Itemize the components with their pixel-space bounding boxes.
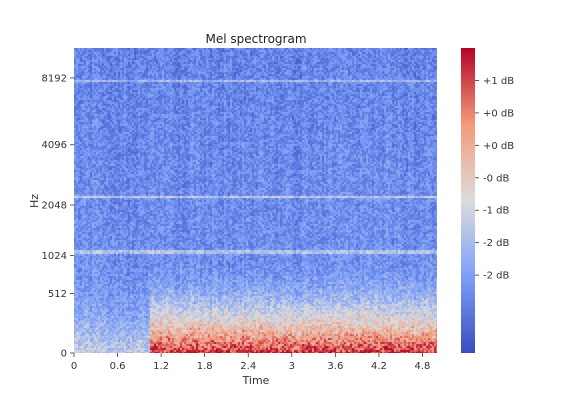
spectrogram-raster <box>74 48 437 353</box>
y-tick-label: 0 <box>61 349 67 360</box>
x-axis-ticks: 0 0.6 1.2 1.8 2.4 3 3.6 4.2 4.8 <box>71 353 431 372</box>
colorbar-tick-label: +0 dB <box>483 108 514 119</box>
spectrogram-heatmap <box>74 48 437 353</box>
colorbar-tick-label: -2 dB <box>483 238 509 249</box>
colorbar-tick-label: +0 dB <box>483 141 514 152</box>
colorbar-ticks: +1 dB +0 dB +0 dB -0 dB -1 dB -2 dB -2 dB <box>475 76 514 282</box>
x-tick-label: 4.8 <box>415 361 431 372</box>
x-tick-label: 3 <box>289 361 295 372</box>
colorbar-tick-label: -2 dB <box>483 271 509 282</box>
x-tick-label: 4.2 <box>371 361 387 372</box>
colorbar-tick-label: +1 dB <box>483 76 514 87</box>
x-tick-label: 0.6 <box>110 361 126 372</box>
colorbar-tick-label: -0 dB <box>483 173 509 184</box>
x-tick-label: 2.4 <box>240 361 256 372</box>
y-tick-label: 2048 <box>42 201 67 212</box>
colorbar-tick-label: -1 dB <box>483 206 509 217</box>
x-axis-label: Time <box>242 374 270 387</box>
y-tick-label: 512 <box>48 289 67 300</box>
chart-title: Mel spectrogram <box>205 32 306 46</box>
y-tick-label: 1024 <box>42 251 67 262</box>
colorbar <box>461 48 475 353</box>
x-tick-label: 0 <box>71 361 77 372</box>
y-tick-label: 8192 <box>42 73 67 84</box>
x-tick-label: 3.6 <box>327 361 343 372</box>
y-tick-label: 4096 <box>42 140 67 151</box>
y-axis-ticks: 0 512 1024 2048 4096 8192 <box>42 73 74 360</box>
x-tick-label: 1.2 <box>153 361 169 372</box>
y-axis-label: Hz <box>28 194 41 208</box>
x-tick-label: 1.8 <box>197 361 213 372</box>
